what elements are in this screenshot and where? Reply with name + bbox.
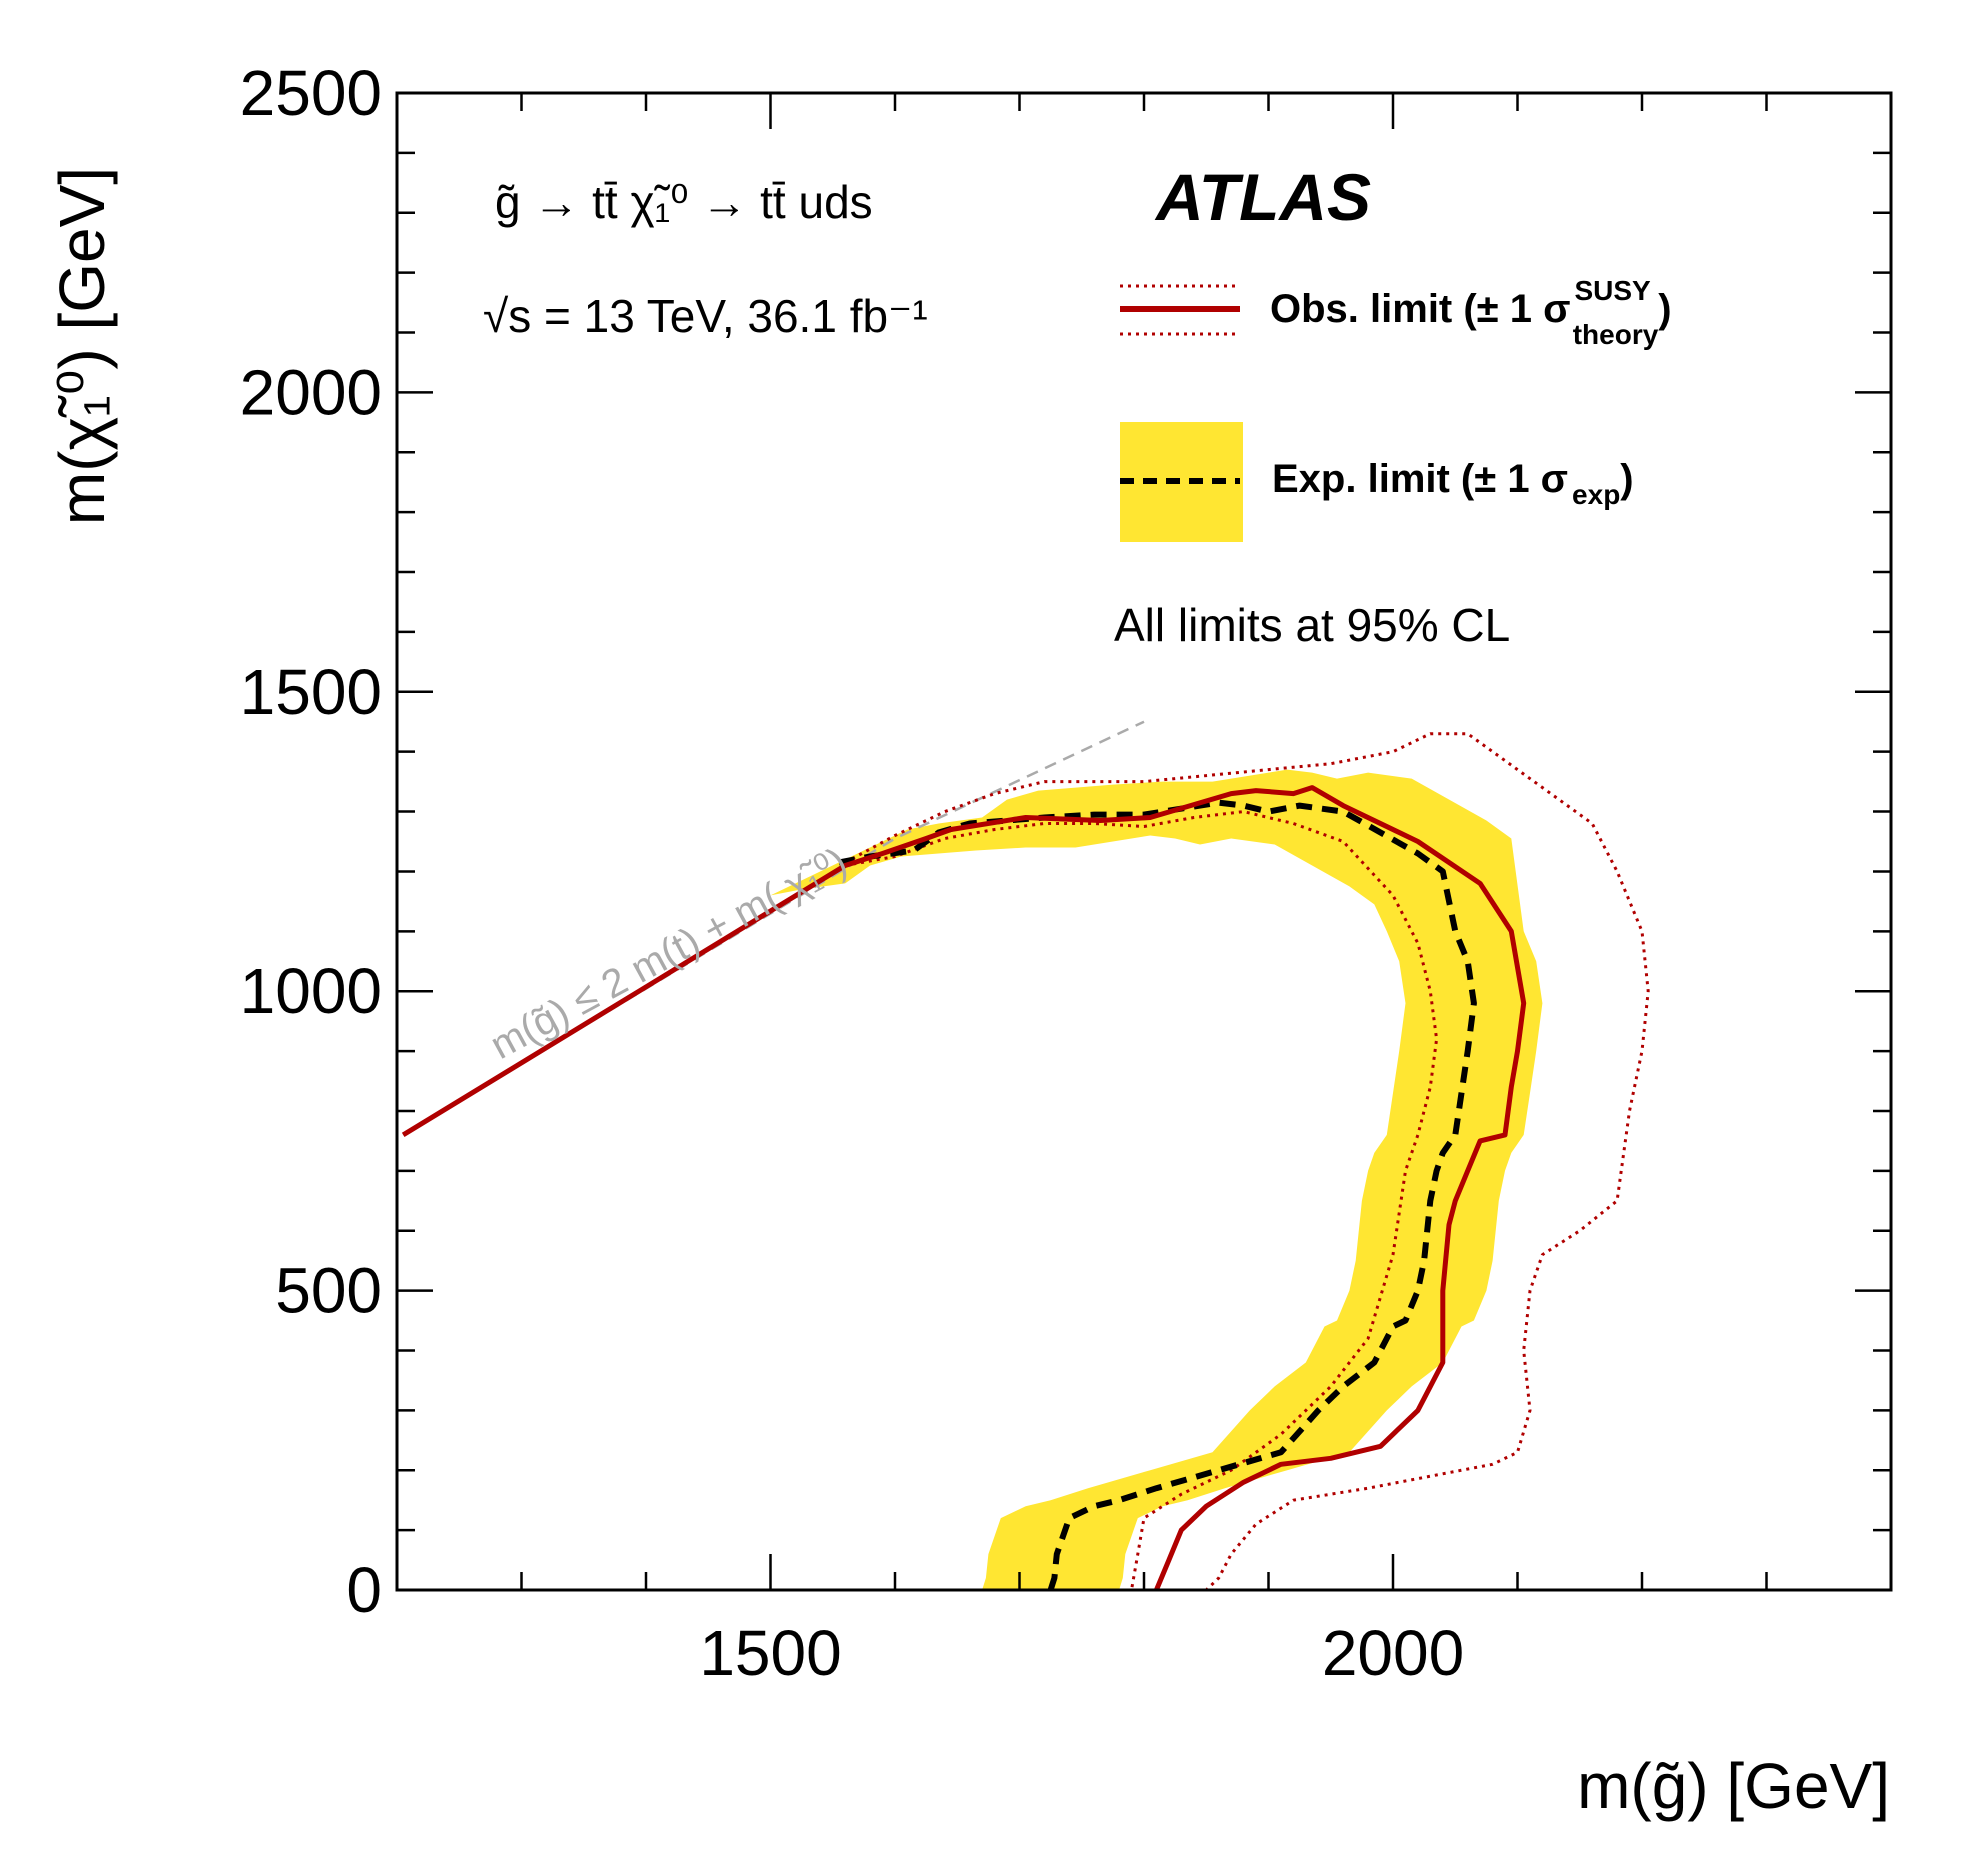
y-tick-label: 0 xyxy=(346,1554,382,1626)
energy-lumi-label: √s = 13 TeV, 36.1 fb⁻¹ xyxy=(483,290,928,342)
series-obs-plus-1sigma xyxy=(844,732,1650,1590)
y-tick-label: 2500 xyxy=(240,57,382,129)
plot-area xyxy=(401,720,1650,1590)
y-tick-label: 1000 xyxy=(240,955,382,1027)
cl-note: All limits at 95% CL xyxy=(1114,599,1510,651)
kinematic-limit-label: m(g̃) ≤ 2 m(t) + m( χ̃₁⁰) xyxy=(483,839,854,1068)
series-observed xyxy=(401,785,1527,1590)
x-tick-label: 1500 xyxy=(699,1617,841,1689)
series-expected xyxy=(838,799,1477,1590)
process-label: g̃ → tt̄ χ̃₁⁰ → tt̄ uds xyxy=(495,176,873,228)
atlas-label: ATLAS xyxy=(1154,160,1371,234)
y-tick-label: 1500 xyxy=(240,656,382,728)
legend: Obs. limit (± 1 σ SUSY theory) Exp. limit … xyxy=(1114,275,1672,651)
y-tick-label: 500 xyxy=(275,1255,382,1327)
expected-band xyxy=(770,769,1543,1590)
legend-obs-label: Obs. limit (± 1 σ SUSY theory) xyxy=(1270,275,1672,350)
series-kinematic-limit xyxy=(402,720,1145,1136)
axis-tick-labels: 1500 2000 0 500 1000 1500 2000 2500 xyxy=(240,57,1465,1689)
y-axis-title: m(χ̃₁⁰) [GeV] xyxy=(46,167,118,525)
y-tick-label: 2000 xyxy=(240,356,382,428)
x-tick-label: 2000 xyxy=(1322,1617,1464,1689)
x-axis-title: m(g̃) [GeV] xyxy=(1577,1750,1890,1822)
axis-ticks xyxy=(395,91,1893,1592)
legend-exp-label: Exp. limit (± 1 σ exp) xyxy=(1272,457,1634,510)
